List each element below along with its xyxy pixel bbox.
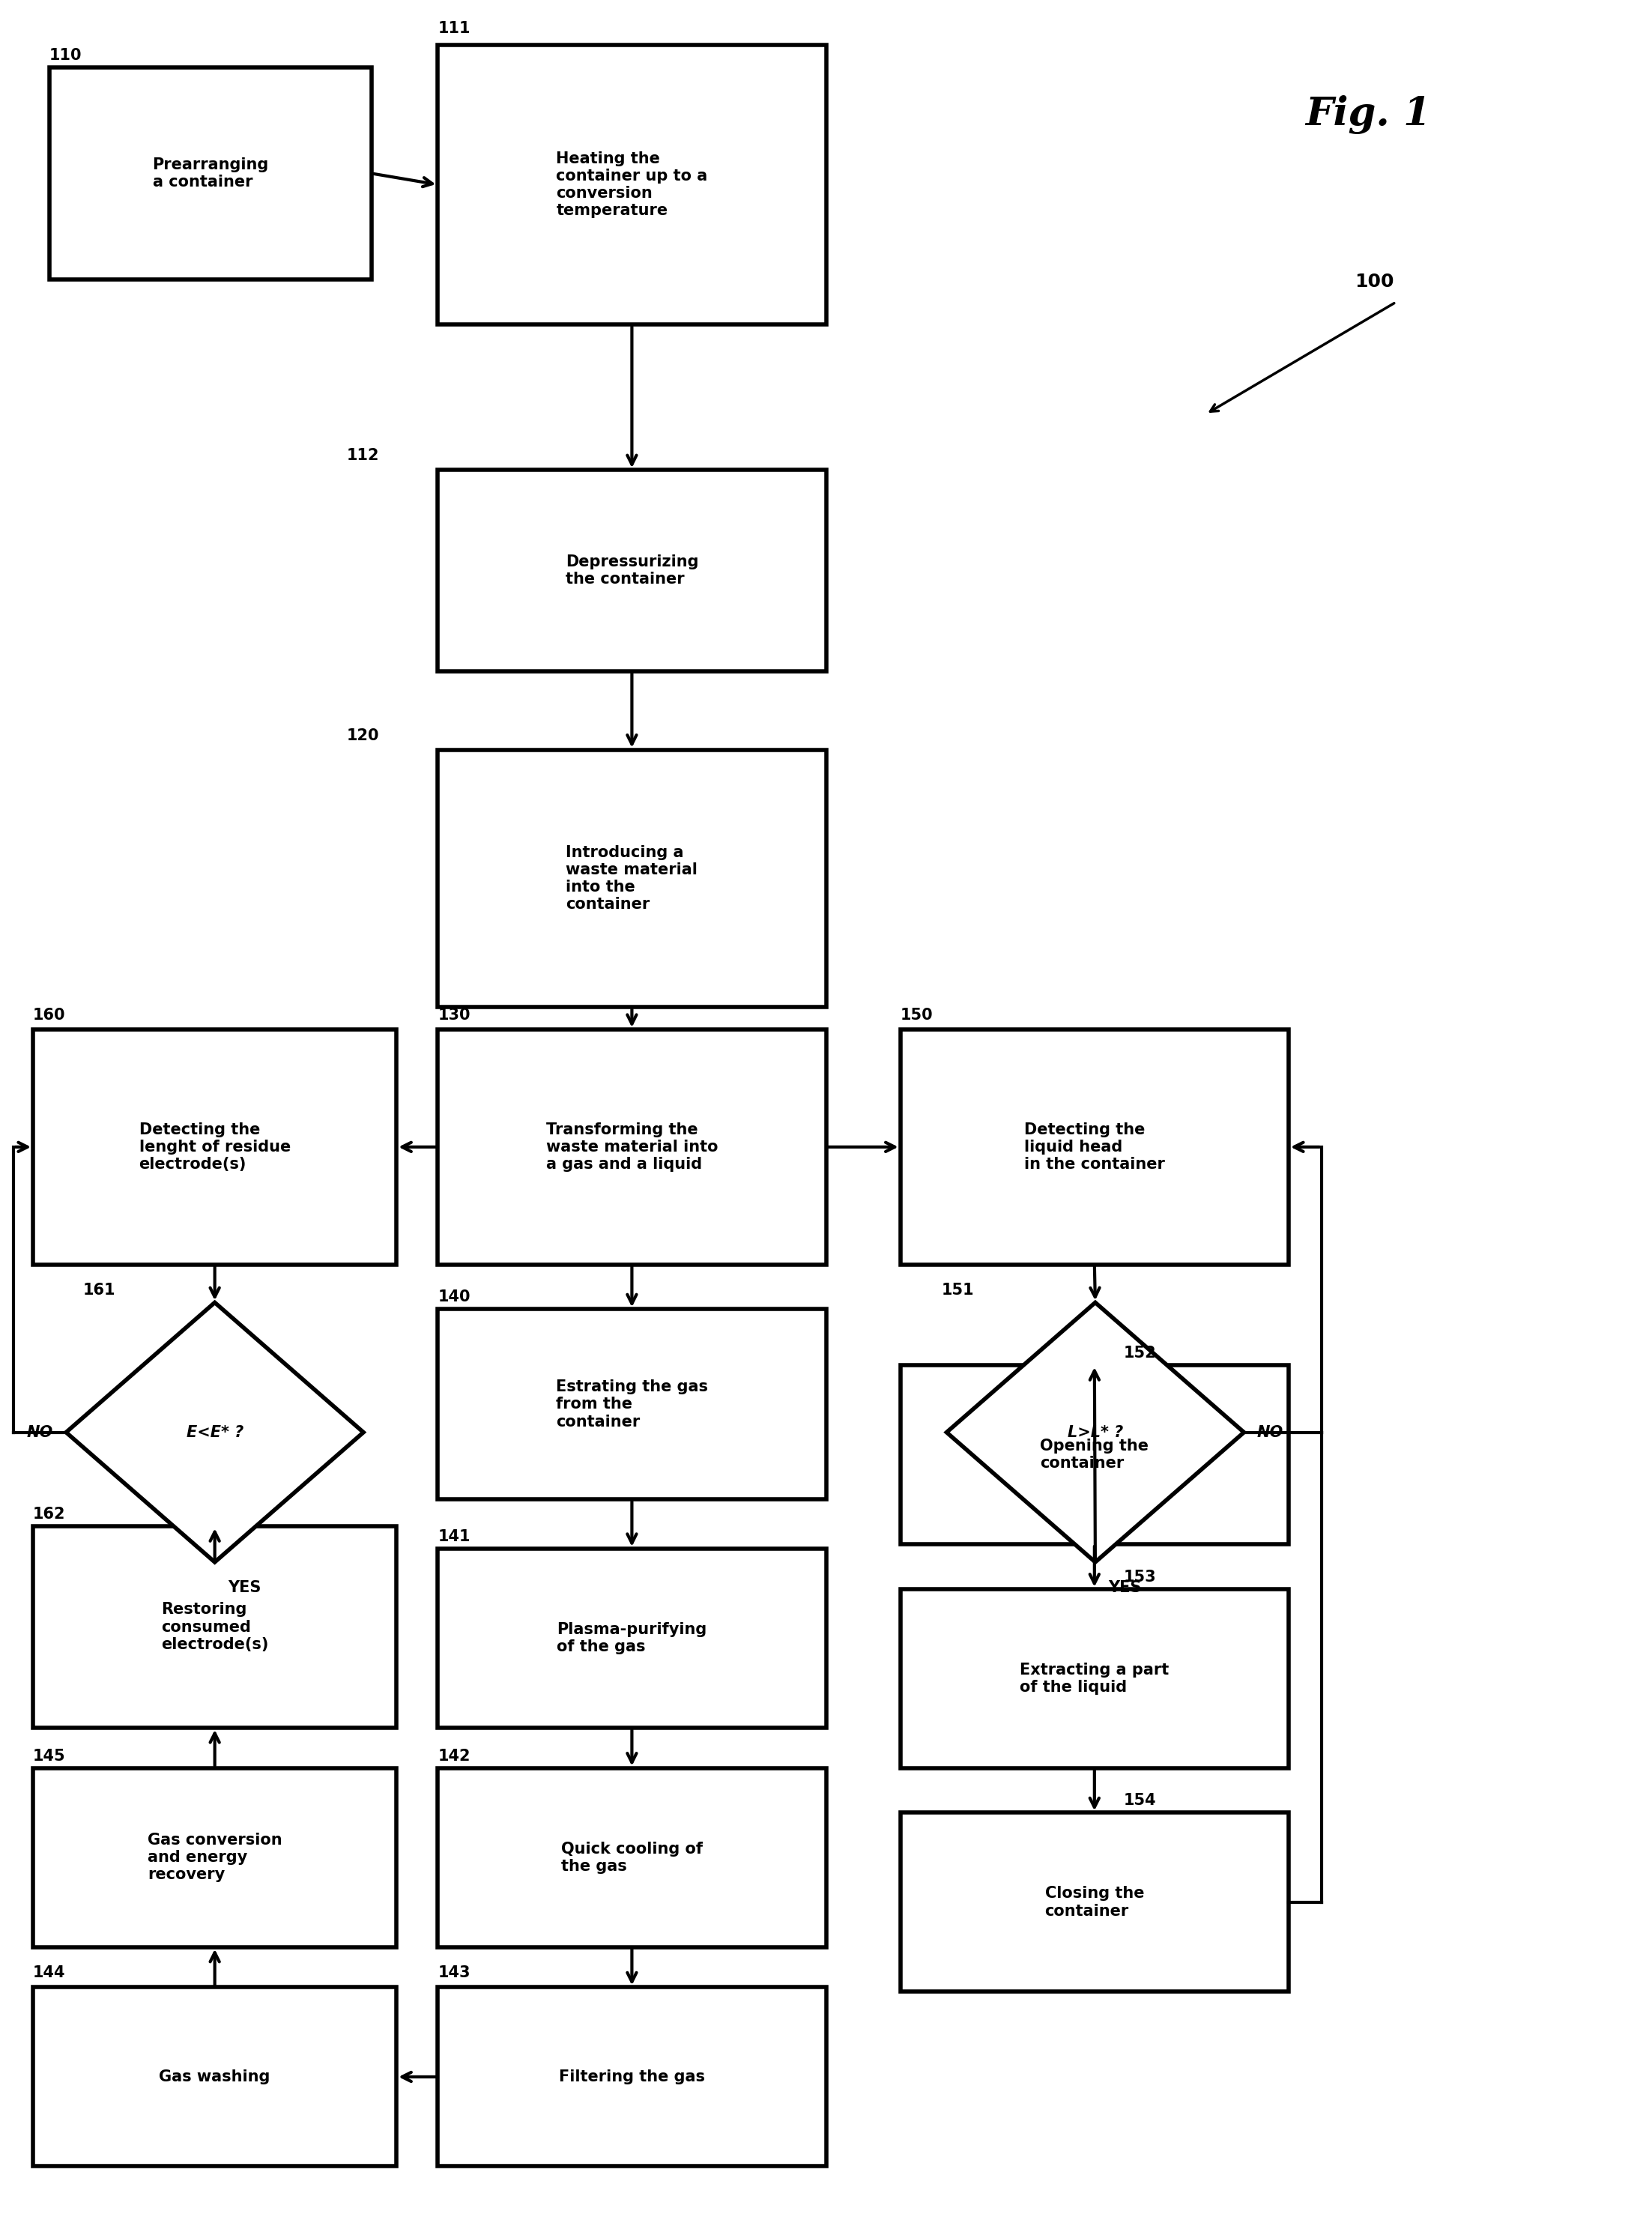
Text: 153: 153 xyxy=(1123,1569,1156,1585)
Text: YES: YES xyxy=(1108,1580,1142,1596)
Polygon shape xyxy=(947,1303,1244,1562)
Text: L>L* ?: L>L* ? xyxy=(1067,1426,1123,1439)
Text: 150: 150 xyxy=(900,1007,933,1023)
Text: Prearranging
a container: Prearranging a container xyxy=(152,157,269,190)
Text: Fig. 1: Fig. 1 xyxy=(1305,96,1431,134)
Text: Opening the
container: Opening the container xyxy=(1041,1439,1148,1470)
FancyBboxPatch shape xyxy=(438,1987,826,2166)
FancyBboxPatch shape xyxy=(438,1309,826,1499)
Text: Detecting the
lenght of residue
electrode(s): Detecting the lenght of residue electrod… xyxy=(139,1121,291,1173)
FancyBboxPatch shape xyxy=(900,1589,1289,1768)
Text: Detecting the
liquid head
in the container: Detecting the liquid head in the contain… xyxy=(1024,1121,1165,1173)
Text: 141: 141 xyxy=(438,1529,471,1544)
Text: 151: 151 xyxy=(942,1282,975,1298)
FancyBboxPatch shape xyxy=(438,45,826,325)
Text: Filtering the gas: Filtering the gas xyxy=(558,2070,705,2084)
Text: 112: 112 xyxy=(347,448,380,463)
Text: 160: 160 xyxy=(33,1007,66,1023)
Text: Gas washing: Gas washing xyxy=(159,2070,271,2084)
Text: Extracting a part
of the liquid: Extracting a part of the liquid xyxy=(1019,1663,1170,1694)
FancyBboxPatch shape xyxy=(33,1029,396,1264)
Text: 130: 130 xyxy=(438,1007,471,1023)
Text: Plasma-purifying
of the gas: Plasma-purifying of the gas xyxy=(557,1623,707,1654)
Text: 162: 162 xyxy=(33,1506,66,1522)
Text: 120: 120 xyxy=(347,727,380,743)
FancyBboxPatch shape xyxy=(900,1365,1289,1544)
Text: 145: 145 xyxy=(33,1748,66,1764)
Text: Gas conversion
and energy
recovery: Gas conversion and energy recovery xyxy=(147,1833,282,1882)
Text: NO: NO xyxy=(26,1426,53,1439)
Text: Heating the
container up to a
conversion
temperature: Heating the container up to a conversion… xyxy=(557,152,707,217)
Text: 111: 111 xyxy=(438,20,471,36)
Text: Depressurizing
the container: Depressurizing the container xyxy=(565,555,699,586)
Text: 100: 100 xyxy=(1355,273,1394,291)
Text: Closing the
container: Closing the container xyxy=(1044,1887,1145,1918)
FancyBboxPatch shape xyxy=(438,1549,826,1728)
Text: 161: 161 xyxy=(83,1282,116,1298)
Text: E<E* ?: E<E* ? xyxy=(187,1426,243,1439)
Text: 143: 143 xyxy=(438,1965,471,1981)
Text: 110: 110 xyxy=(50,47,83,63)
Text: YES: YES xyxy=(228,1580,261,1596)
FancyBboxPatch shape xyxy=(438,1768,826,1947)
FancyBboxPatch shape xyxy=(33,1526,396,1728)
Text: Restoring
consumed
electrode(s): Restoring consumed electrode(s) xyxy=(160,1602,269,1652)
Text: 144: 144 xyxy=(33,1965,66,1981)
Text: 140: 140 xyxy=(438,1289,471,1305)
Text: 142: 142 xyxy=(438,1748,471,1764)
Polygon shape xyxy=(66,1303,363,1562)
FancyBboxPatch shape xyxy=(33,1768,396,1947)
FancyBboxPatch shape xyxy=(438,750,826,1007)
Text: Introducing a
waste material
into the
container: Introducing a waste material into the co… xyxy=(567,846,697,911)
Text: 152: 152 xyxy=(1123,1345,1156,1361)
Text: 154: 154 xyxy=(1123,1793,1156,1808)
Text: Transforming the
waste material into
a gas and a liquid: Transforming the waste material into a g… xyxy=(545,1121,719,1173)
FancyBboxPatch shape xyxy=(438,470,826,671)
FancyBboxPatch shape xyxy=(900,1029,1289,1264)
FancyBboxPatch shape xyxy=(900,1813,1289,1992)
Text: Quick cooling of
the gas: Quick cooling of the gas xyxy=(562,1842,702,1873)
Text: NO: NO xyxy=(1257,1426,1284,1439)
FancyBboxPatch shape xyxy=(50,67,372,280)
FancyBboxPatch shape xyxy=(33,1987,396,2166)
Text: Estrating the gas
from the
container: Estrating the gas from the container xyxy=(555,1379,709,1430)
FancyBboxPatch shape xyxy=(438,1029,826,1264)
